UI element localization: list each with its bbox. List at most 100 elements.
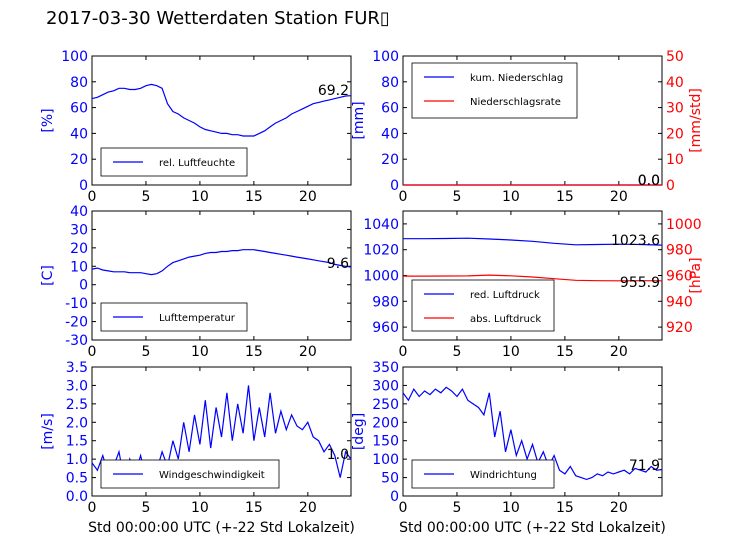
y-tick-label: 50: [381, 471, 399, 487]
y-tick-label: 0.5: [66, 471, 88, 487]
x-tick-label: 10: [502, 189, 520, 205]
series-line-humidity-0: [91, 83, 352, 137]
x-tick-label: 0: [88, 500, 97, 516]
legend-box-precipitation: [411, 62, 578, 119]
y-right-tick-label: 960: [666, 269, 693, 285]
y-tick-label: 980: [372, 294, 399, 310]
y-tick-label: 0: [390, 178, 399, 194]
y-right-tick-label: 940: [666, 294, 693, 310]
y-tick-label: 1020: [363, 243, 399, 259]
last-value-label: 1023.6: [611, 233, 660, 249]
last-value-label: 69.2: [318, 83, 349, 99]
y-right-tick-label: 10: [666, 152, 684, 168]
y-tick-label: -20: [65, 315, 88, 331]
y-tick-label: 2.5: [66, 397, 88, 413]
y-tick-label: 60: [70, 101, 88, 117]
series-line-wind_direction-0: [402, 386, 663, 481]
legend-box-pressure: [411, 279, 555, 332]
y-right-tick-label: 50: [666, 49, 684, 65]
y-tick-label: 960: [372, 320, 399, 336]
y-tick-label: 100: [61, 49, 88, 65]
y-right-tick-label: 1000: [666, 217, 702, 233]
x-tick-label: 15: [556, 189, 574, 205]
y-axis-label: [C]: [40, 265, 56, 286]
x-tick-label: 10: [191, 500, 209, 516]
legend-label: Windgeschwindigkeit: [159, 470, 265, 481]
y-tick-label: 1000: [363, 269, 399, 285]
x-tick-label: 15: [245, 344, 263, 360]
x-tick-label: 0: [399, 500, 408, 516]
y-tick-label: 40: [381, 126, 399, 142]
last-value-label: 0.0: [638, 173, 660, 189]
last-value-label-right: 955.9: [620, 275, 660, 291]
series-line-pressure-1: [403, 274, 663, 282]
y-tick-label: 100: [372, 49, 399, 65]
y-tick-label: 1.0: [66, 452, 88, 468]
x-tick-label: 5: [141, 189, 150, 205]
y-right-axis-label: [hPa]: [688, 257, 704, 293]
y-axis-label: [m/s]: [40, 413, 56, 450]
y-tick-label: 1040: [363, 217, 399, 233]
y-tick-label: -30: [65, 333, 88, 349]
x-tick-label: 10: [191, 344, 209, 360]
legend-label: Niederschlagsrate: [470, 97, 561, 108]
y-tick-label: -10: [65, 296, 88, 312]
x-tick-label: 10: [502, 344, 520, 360]
x-tick-label: 0: [88, 344, 97, 360]
y-tick-label: 10: [70, 259, 88, 275]
y-tick-label: 0: [79, 178, 88, 194]
x-axis-label: Std 00:00:00 UTC (+-22 Std Lokalzeit): [88, 520, 355, 536]
series-line-temperature-0: [91, 249, 352, 276]
x-axis-label: Std 00:00:00 UTC (+-22 Std Lokalzeit): [399, 520, 666, 536]
x-tick-label: 15: [556, 500, 574, 516]
y-axis-label: [deg]: [351, 413, 367, 450]
y-tick-label: 80: [381, 75, 399, 91]
x-tick-label: 5: [141, 344, 150, 360]
y-tick-label: 3.0: [66, 378, 88, 394]
y-tick-label: 100: [372, 452, 399, 468]
y-tick-label: 0: [390, 489, 399, 505]
last-value-label: 1.0: [327, 447, 349, 463]
figure-title: 2017-03-30 Wetterdaten Station FUR▯: [46, 8, 390, 29]
x-tick-label: 5: [452, 500, 461, 516]
x-tick-label: 20: [299, 189, 317, 205]
series-line-pressure-0: [403, 237, 663, 246]
x-tick-label: 20: [610, 189, 628, 205]
y-tick-label: 300: [372, 378, 399, 394]
y-right-tick-label: 980: [666, 243, 693, 259]
y-tick-label: 60: [381, 101, 399, 117]
y-right-tick-label: 0: [666, 178, 675, 194]
x-tick-label: 15: [245, 500, 263, 516]
legend-label: abs. Luftdruck: [470, 314, 541, 325]
y-right-tick-label: 20: [666, 126, 684, 142]
last-value-label-right: 0.0: [638, 173, 660, 189]
x-tick-label: 0: [399, 189, 408, 205]
last-value-label: 71.9: [629, 458, 660, 474]
y-tick-label: 20: [381, 152, 399, 168]
y-right-tick-label: 920: [666, 320, 693, 336]
y-axis-label: [%]: [40, 108, 56, 132]
x-tick-label: 10: [502, 500, 520, 516]
x-tick-label: 15: [556, 344, 574, 360]
legend-label: kum. Niederschlag: [470, 73, 563, 84]
y-tick-label: 20: [70, 241, 88, 257]
y-tick-label: 3.5: [66, 360, 88, 376]
x-tick-label: 15: [245, 189, 263, 205]
y-axis-label: [mm]: [351, 101, 367, 139]
x-tick-label: 5: [452, 344, 461, 360]
y-tick-label: 30: [70, 222, 88, 238]
x-tick-label: 10: [191, 189, 209, 205]
x-tick-label: 20: [610, 344, 628, 360]
y-tick-label: 200: [372, 415, 399, 431]
x-tick-label: 20: [299, 500, 317, 516]
y-tick-label: 20: [70, 152, 88, 168]
y-tick-label: 80: [70, 75, 88, 91]
x-tick-label: 5: [452, 189, 461, 205]
y-right-axis-label: [mm/std]: [688, 88, 704, 153]
y-tick-label: 2.0: [66, 415, 88, 431]
y-tick-label: 0: [79, 278, 88, 294]
y-tick-label: 350: [372, 360, 399, 376]
x-tick-label: 20: [610, 500, 628, 516]
y-right-tick-label: 30: [666, 101, 684, 117]
